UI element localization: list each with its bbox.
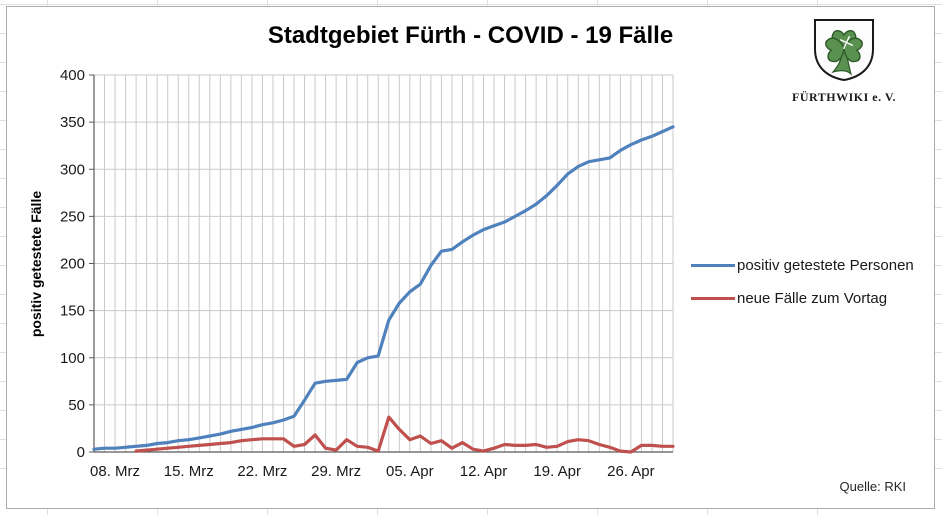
legend-line-swatch-red: [691, 297, 735, 300]
x-axis-tick-label: 05. Apr: [386, 463, 434, 480]
legend-label: positiv getestete Personen: [737, 257, 914, 274]
legend-item-new-cases[interactable]: neue Fälle zum Vortag: [691, 290, 914, 307]
source-note: Quelle: RKI: [839, 479, 906, 494]
y-axis-tick-label: 150: [60, 303, 85, 320]
legend-line-swatch-blue: [691, 264, 735, 267]
y-axis-tick-label: 200: [60, 256, 85, 273]
legend-item-positive[interactable]: positiv getestete Personen: [691, 257, 914, 274]
legend: positiv getestete Personen neue Fälle zu…: [691, 257, 914, 323]
y-axis-tick-label: 400: [60, 67, 85, 84]
y-axis-tick-label: 50: [68, 397, 85, 414]
y-axis-tick-label: 0: [77, 444, 85, 461]
x-axis-tick-label: 19. Apr: [533, 463, 581, 480]
x-axis-tick-label: 29. Mrz: [311, 463, 361, 480]
logo-org-name: FÜRTHWIKI e. V.: [792, 90, 896, 104]
y-axis-tick-label: 100: [60, 350, 85, 367]
x-axis-tick-label: 15. Mrz: [164, 463, 214, 480]
y-axis-tick-label: 300: [60, 161, 85, 178]
x-axis-tick-label: 22. Mrz: [237, 463, 287, 480]
series-line-new-cases[interactable]: [134, 415, 675, 454]
series-line-positive[interactable]: [92, 125, 675, 451]
x-axis-tick-label: 26. Apr: [607, 463, 655, 480]
plot-area[interactable]: 0 50 100 150 200 250 300 350 400 08. Mrz 15. Mrz 22…: [7, 7, 932, 506]
fuerthwiki-logo: FÜRTHWIKI e. V.: [788, 17, 900, 105]
x-axis-tick-label: 12. Apr: [460, 463, 508, 480]
legend-label: neue Fälle zum Vortag: [737, 290, 888, 307]
chart-title: Stadtgebiet Fürth - COVID - 19 Fälle: [267, 22, 674, 49]
y-axis-tick-label: 350: [60, 114, 85, 131]
x-axis-tick-label: 08. Mrz: [90, 463, 140, 480]
chart-object[interactable]: Stadtgebiet Fürth - COVID - 19 Fälle FÜR…: [6, 6, 935, 509]
y-axis-tick-label: 250: [60, 208, 85, 225]
fuerth-cloverleaf-shield-icon: [814, 19, 874, 82]
